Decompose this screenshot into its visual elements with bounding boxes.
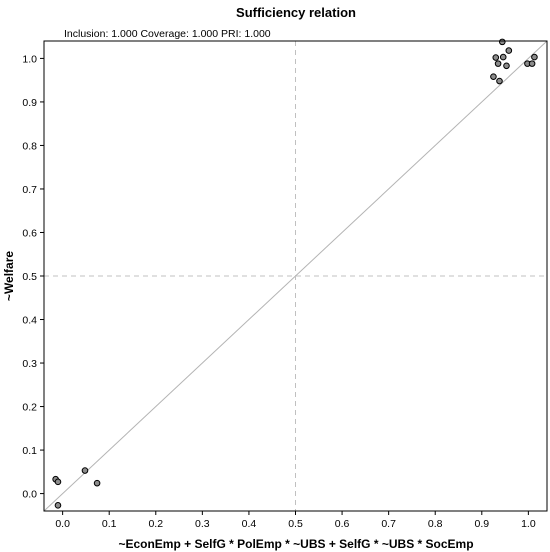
x-axis-ticks: 0.0 0.1 0.2 0.3 0.4 0.5 0.6 0.7 0.8 0.9 1.0	[55, 511, 536, 530]
data-point	[54, 502, 62, 509]
x-axis-label: ~EconEmp + SelfG * PolEmp * ~UBS + SelfG…	[118, 537, 473, 551]
data-points	[52, 38, 538, 509]
y-tick-label: 0.6	[22, 227, 37, 239]
reference-lines	[43, 40, 548, 512]
x-tick-label: 0.7	[381, 518, 396, 530]
y-tick-label: 1.0	[22, 53, 37, 65]
x-tick-label: 0.1	[102, 518, 117, 530]
x-tick-label: 0.0	[55, 518, 70, 530]
x-tick-label: 1.0	[521, 518, 536, 530]
y-tick-label: 0.4	[22, 315, 37, 327]
x-tick-label: 0.3	[195, 518, 210, 530]
x-tick-label: 0.8	[428, 518, 443, 530]
y-axis-ticks: 0.0 0.1 0.2 0.3 0.4 0.5 0.6 0.7 0.8 0.9 1.0	[22, 53, 44, 501]
y-tick-label: 0.7	[22, 184, 37, 196]
y-tick-label: 0.8	[22, 140, 37, 152]
x-tick-label: 0.5	[288, 518, 303, 530]
y-tick-label: 0.3	[22, 358, 37, 370]
x-tick-label: 0.2	[148, 518, 163, 530]
data-point	[492, 54, 500, 61]
data-point	[496, 77, 503, 85]
data-point	[531, 53, 538, 61]
data-point	[81, 467, 89, 474]
data-point	[528, 60, 536, 67]
data-point	[494, 60, 502, 67]
data-point	[498, 38, 506, 46]
y-tick-label: 0.1	[22, 445, 37, 457]
data-point	[93, 479, 101, 487]
y-axis-label: ~Welfare	[2, 251, 16, 301]
y-tick-label: 0.9	[22, 97, 37, 109]
chart-title: Sufficiency relation	[236, 5, 356, 20]
chart-subtitle: Inclusion: 1.000 Coverage: 1.000 PRI: 1.…	[64, 28, 271, 40]
data-point	[499, 53, 507, 61]
data-point	[54, 478, 62, 486]
y-tick-label: 0.2	[22, 402, 37, 414]
data-point	[505, 47, 513, 54]
x-tick-label: 0.6	[335, 518, 350, 530]
data-point	[490, 73, 497, 80]
x-tick-label: 0.9	[474, 518, 489, 530]
x-tick-label: 0.4	[242, 518, 257, 530]
data-point	[503, 62, 510, 70]
y-tick-label: 0.5	[22, 271, 37, 283]
y-tick-label: 0.0	[22, 489, 37, 501]
